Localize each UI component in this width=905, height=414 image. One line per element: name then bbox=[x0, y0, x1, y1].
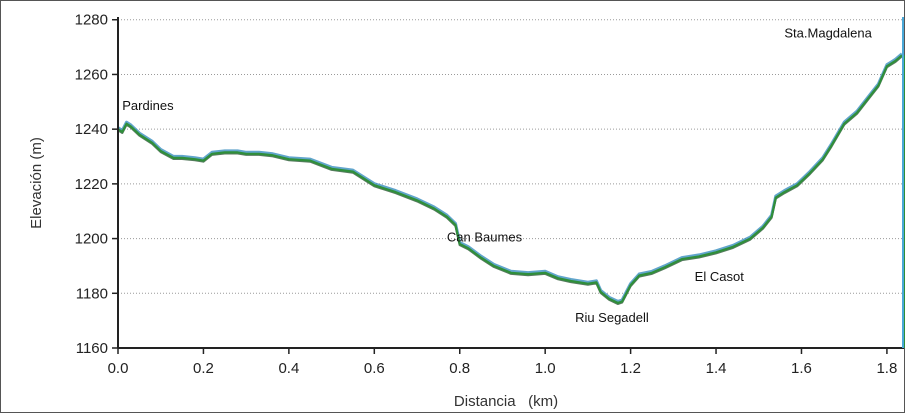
y-tick-label: 1260 bbox=[75, 66, 108, 83]
elevation-line-shadow bbox=[117, 52, 903, 303]
y-tick-label: 1280 bbox=[75, 12, 108, 29]
elevation-line bbox=[117, 54, 903, 304]
x-tick-label: 1.2 bbox=[620, 360, 641, 377]
annotation-label: Can Baumes bbox=[447, 229, 523, 244]
x-tick-label: 0.2 bbox=[193, 360, 214, 377]
x-tick-label: 0.8 bbox=[449, 360, 470, 377]
x-tick-label: 1.4 bbox=[706, 360, 727, 377]
annotation-label: Riu Segadell bbox=[575, 310, 649, 325]
x-tick-label: 0.6 bbox=[364, 360, 385, 377]
x-axis-label: Distancia (km) bbox=[454, 393, 558, 410]
y-tick-label: 1240 bbox=[75, 121, 108, 138]
labels-layer: 1160 1180 1200 1220 1240 1260 1280 0.0 0.2 0.4 0.6… bbox=[75, 12, 898, 377]
x-tick-label: 1.0 bbox=[535, 360, 556, 377]
x-tick-label: 1.8 bbox=[876, 360, 897, 377]
x-tick-label: 1.6 bbox=[791, 360, 812, 377]
y-tick-label: 1220 bbox=[75, 176, 108, 193]
x-tick-label: 0.0 bbox=[108, 360, 129, 377]
axes-layer bbox=[112, 17, 905, 354]
x-tick-label: 0.4 bbox=[278, 360, 299, 377]
grid-layer bbox=[118, 19, 904, 294]
y-tick-label: 1180 bbox=[76, 285, 108, 302]
annotation-label: Pardines bbox=[122, 98, 174, 113]
y-tick-label: 1200 bbox=[75, 231, 108, 248]
elevation-line-dark bbox=[117, 55, 903, 305]
y-axis-label: Elevación (m) bbox=[28, 137, 45, 229]
y-tick-label: 1160 bbox=[76, 340, 108, 357]
annotation-label: El Casot bbox=[695, 269, 745, 284]
annotation-label: Sta.Magdalena bbox=[784, 26, 872, 41]
series-layer bbox=[117, 52, 903, 305]
